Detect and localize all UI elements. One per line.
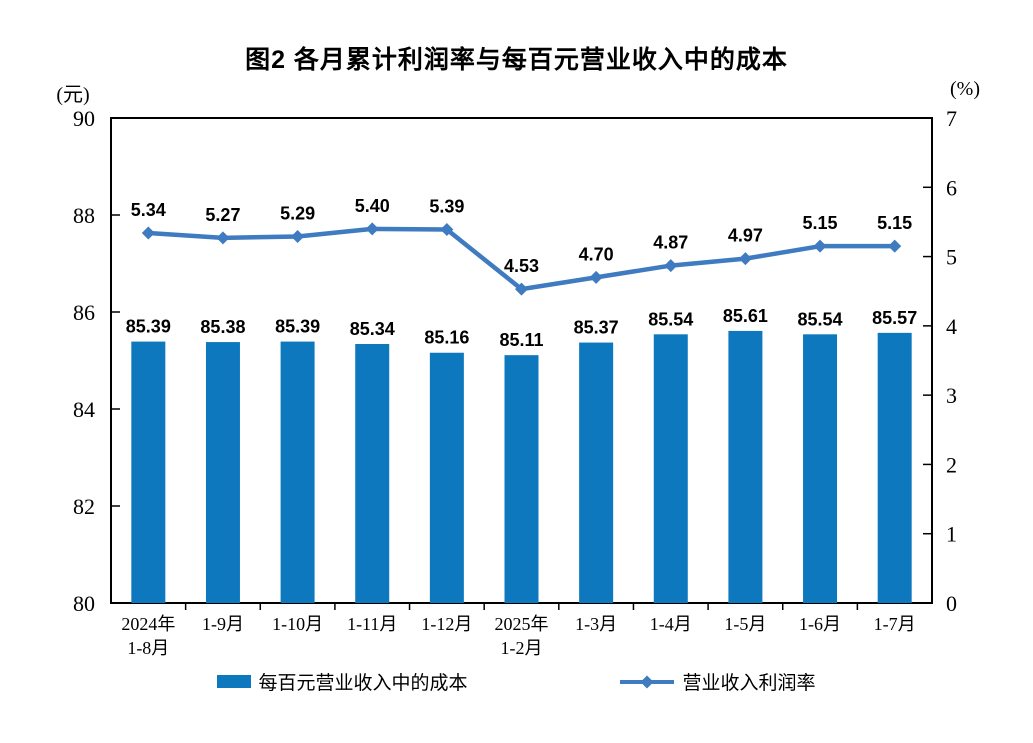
legend: 每百元营业收入中的成本 营业收入利润率 <box>0 668 1033 695</box>
legend-label-profit-margin: 营业收入利润率 <box>682 673 816 694</box>
line-marker <box>365 222 379 236</box>
legend-label-cost: 每百元营业收入中的成本 <box>258 673 468 694</box>
line-series: 5.34 5.27 5.29 5.40 5.39 4.53 4.70 4.87 4.97 5.15… <box>131 196 912 296</box>
x-axis-label: 1-4月 <box>650 614 692 634</box>
bar <box>877 332 912 603</box>
bar <box>504 355 539 603</box>
left-axis-tick-label: 86 <box>73 300 95 325</box>
line-series-swatch-icon <box>618 674 676 690</box>
left-axis-tick-label: 90 <box>73 106 95 131</box>
bar <box>280 341 315 603</box>
bar-value-label: 85.38 <box>200 317 245 337</box>
line-value-label: 4.70 <box>579 244 614 264</box>
x-axis-label: 1-10月 <box>272 614 323 634</box>
bar <box>205 342 240 603</box>
bar-value-label: 85.39 <box>275 317 320 337</box>
x-axis-label: 2025年 1-2月 <box>495 614 549 658</box>
line-marker <box>888 239 902 253</box>
line-diamond-swatch-icon <box>619 675 674 688</box>
line-value-label: 5.40 <box>355 196 390 216</box>
legend-item-cost: 每百元营业收入中的成本 <box>217 668 468 695</box>
x-axis-label: 1-11月 <box>347 614 397 634</box>
line-value-label: 5.27 <box>205 205 240 225</box>
bar <box>429 352 464 603</box>
right-axis-tick-label: 5 <box>946 245 957 270</box>
bar <box>355 344 390 603</box>
right-axis-tick-label: 2 <box>946 452 957 477</box>
right-axis-tick-label: 6 <box>946 175 957 200</box>
bar <box>653 334 688 603</box>
bar-value-label: 85.39 <box>126 317 171 337</box>
x-axis-label: 1-3月 <box>575 614 617 634</box>
x-axis-label: 1-6月 <box>799 614 841 634</box>
line-marker <box>291 229 305 243</box>
x-axis-label: 1-12月 <box>421 614 472 634</box>
left-axis-unit-label: (元) <box>56 84 90 106</box>
bar-series-swatch-icon <box>217 675 252 688</box>
line-value-label: 5.34 <box>131 200 166 220</box>
right-axis-tick-label: 0 <box>946 591 957 616</box>
bar <box>579 342 614 603</box>
right-axis-tick-label: 3 <box>946 383 957 408</box>
bar <box>131 341 166 603</box>
bar-value-label: 85.61 <box>723 306 768 326</box>
right-axis-tick-label: 1 <box>946 522 957 547</box>
line-marker <box>515 282 528 296</box>
line-marker <box>141 226 155 240</box>
line-value-label: 4.97 <box>728 226 763 246</box>
x-axis-label: 2024年 1-8月 <box>121 614 175 658</box>
bar-value-label: 85.54 <box>798 309 843 329</box>
line-marker <box>738 252 752 266</box>
right-axis-unit-label: (%) <box>950 78 980 100</box>
line-marker <box>664 259 678 273</box>
x-axis-labels: 2024年 1-8月 1-9月 1-10月 1-11月 1-12月 2025年 1-2月 1-3… <box>121 614 915 658</box>
line-marker <box>813 239 827 253</box>
left-axis-tick-label: 84 <box>73 397 95 422</box>
line-value-label: 4.87 <box>653 233 688 253</box>
x-axis-label: 1-5月 <box>724 614 766 634</box>
right-axis-tick-label: 7 <box>946 106 957 131</box>
left-axis-tick-label: 80 <box>73 591 95 616</box>
bar-value-label: 85.37 <box>574 318 619 338</box>
line-value-label: 5.39 <box>429 197 464 217</box>
bar-value-label: 85.11 <box>499 330 543 350</box>
legend-item-profit-margin: 营业收入利润率 <box>618 668 816 695</box>
bar-value-label: 85.54 <box>648 309 693 329</box>
line-marker <box>440 223 454 237</box>
line-marker <box>589 270 603 284</box>
line-value-label: 5.29 <box>280 203 315 223</box>
bar-value-label: 85.34 <box>350 319 395 339</box>
right-axis-tick-label: 4 <box>946 314 957 339</box>
x-axis-label: 1-9月 <box>202 614 244 634</box>
line-marker <box>216 231 230 245</box>
bar <box>803 334 838 603</box>
x-axis-label: 1-7月 <box>874 614 916 634</box>
line-value-label: 5.15 <box>877 213 912 233</box>
bar-value-label: 85.57 <box>872 308 917 328</box>
bar-value-label: 85.16 <box>424 328 469 348</box>
left-axis-tick-label: 88 <box>73 203 95 228</box>
left-axis-tick-label: 82 <box>73 494 95 519</box>
chart-title: 图2 各月累计利润率与每百元营业收入中的成本 <box>245 46 788 74</box>
line-value-label: 4.53 <box>504 256 539 276</box>
line-value-label: 5.15 <box>803 213 838 233</box>
bar-series: 85.39 85.38 85.39 85.34 85.16 85.11 85.37 85.54… <box>126 306 917 603</box>
bar <box>728 330 763 603</box>
